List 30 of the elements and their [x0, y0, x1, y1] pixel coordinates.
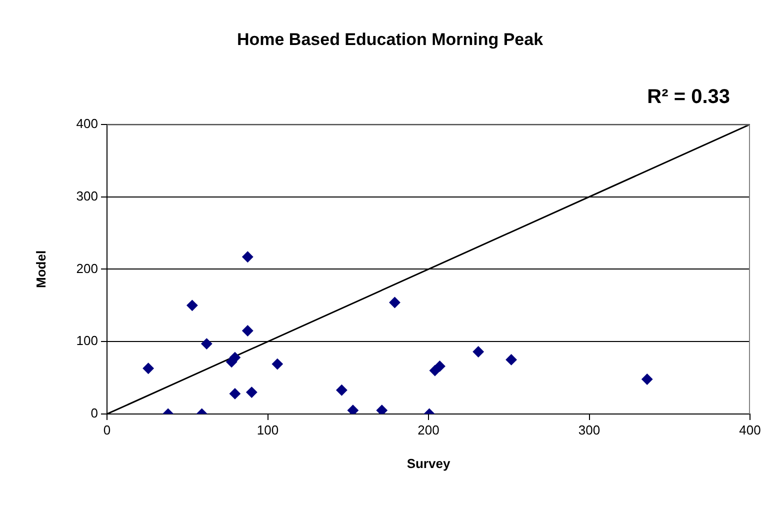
y-tick-label: 200 [76, 260, 98, 276]
point [229, 388, 240, 400]
point [472, 346, 484, 358]
x-axis-title: Survey [406, 456, 451, 471]
x-tick-label: 300 [578, 422, 600, 438]
point [242, 325, 254, 336]
point [142, 362, 154, 374]
point [186, 300, 198, 311]
point [201, 338, 212, 350]
point [434, 360, 446, 372]
chart-title: Home Based Education Morning Peak [236, 30, 544, 49]
point [246, 386, 258, 398]
point [389, 297, 400, 308]
y-tick-label: 300 [76, 188, 98, 204]
point [642, 374, 653, 385]
y-tick-label: 400 [76, 116, 98, 131]
y-axis-title: Model [33, 250, 48, 288]
x-tick-label: 400 [739, 422, 761, 438]
text: R² = 0.33 [647, 86, 730, 108]
point [272, 358, 283, 370]
x-tick-label: 0 [103, 422, 111, 438]
y-tick-label: 0 [90, 406, 98, 421]
point [376, 404, 388, 414]
point [506, 354, 517, 366]
point [242, 251, 254, 262]
x-tick-label: 100 [256, 422, 279, 438]
point [336, 384, 348, 396]
x-tick-label: 200 [418, 422, 440, 438]
y-tick-label: 100 [76, 333, 98, 348]
point [347, 404, 358, 414]
